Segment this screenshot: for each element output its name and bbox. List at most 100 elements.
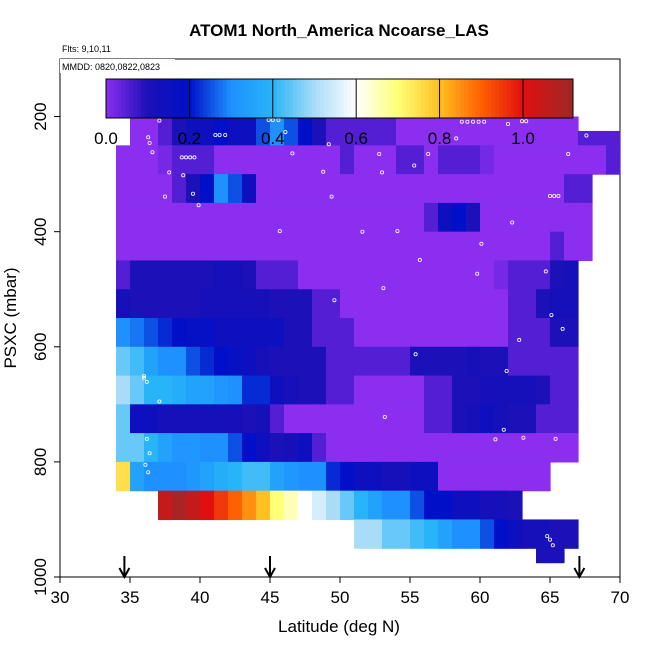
heatmap-cell	[438, 404, 453, 434]
heatmap-cell	[536, 116, 551, 146]
colorbar-segment	[273, 79, 278, 118]
heatmap-cell	[116, 461, 131, 492]
heatmap-cell	[382, 289, 397, 319]
heatmap-cell	[340, 145, 355, 175]
sample-point	[520, 119, 525, 124]
sample-point	[510, 220, 515, 225]
y-axis-label: PSXC (mbar)	[1, 267, 20, 368]
heatmap-cell	[312, 404, 327, 434]
colorbar-segment	[362, 79, 368, 118]
heatmap-cell	[550, 174, 565, 204]
colorbar-segment	[246, 79, 251, 118]
heatmap-cell	[158, 145, 173, 175]
y-tick-label: 200	[31, 102, 50, 130]
heatmap-cell	[550, 202, 565, 233]
heatmap-cell	[172, 231, 187, 262]
heatmap-cell	[242, 404, 257, 434]
colorbar-segment	[320, 79, 325, 118]
heatmap-cell	[256, 202, 271, 233]
sample-point	[144, 436, 149, 441]
heatmap-cell	[564, 260, 579, 290]
colorbar-segment	[203, 79, 208, 118]
colorbar-segment	[518, 79, 523, 118]
heatmap-cell	[256, 461, 271, 492]
sample-point	[601, 124, 606, 129]
heatmap-cell	[144, 202, 159, 233]
heatmap-cell	[368, 375, 383, 405]
colorbar-segment	[137, 79, 142, 118]
x-axis-label: Latitude (deg N)	[278, 617, 400, 636]
heatmap-cell	[116, 375, 131, 405]
heatmap-cell	[326, 202, 341, 233]
heatmap-cell	[270, 231, 285, 262]
heatmap-cell	[326, 461, 341, 492]
colorbar-segment	[526, 79, 531, 118]
heatmap-cell	[480, 375, 495, 405]
heatmap-cell	[340, 289, 355, 319]
heatmap-cell	[578, 145, 593, 175]
heatmap-cell	[396, 490, 411, 521]
heatmap-cell	[312, 433, 327, 463]
heatmap-cell	[130, 231, 145, 262]
heatmap-cell	[550, 116, 565, 146]
heatmap-cell	[480, 260, 495, 290]
heatmap-cell	[256, 404, 271, 434]
heatmap-cell	[382, 461, 397, 492]
heatmap-cell	[410, 519, 425, 549]
heatmap-cell	[536, 433, 551, 463]
colorbar-segment	[514, 79, 520, 118]
heatmap-cell	[396, 404, 411, 434]
colorbar-frame	[105, 78, 574, 119]
sample-point	[552, 193, 557, 198]
heatmap-cell	[116, 260, 131, 290]
colorbar-segment	[331, 79, 337, 118]
colorbar-segment	[191, 79, 197, 118]
heatmap-cell	[536, 346, 551, 377]
heatmap-cell	[270, 490, 285, 521]
colorbar-segment	[308, 79, 313, 118]
heatmap-cell	[522, 318, 537, 348]
heatmap-cell	[158, 461, 173, 492]
colorbar-segment	[160, 79, 165, 118]
heatmap-cell	[368, 519, 383, 549]
heatmap-cell	[396, 202, 411, 233]
sample-point	[146, 135, 151, 140]
heatmap-cell	[214, 318, 229, 348]
x-tick-label: 50	[331, 588, 350, 607]
heatmap-cell	[284, 404, 299, 434]
heatmap-cell	[144, 289, 159, 319]
heatmap-cell	[578, 130, 593, 146]
heatmap-cell	[298, 318, 313, 348]
heatmap-cell	[172, 404, 187, 434]
colorbar-segment	[483, 79, 488, 118]
sample-point	[454, 136, 459, 141]
heatmap-cell	[564, 145, 579, 175]
colorbar-segment	[413, 79, 418, 118]
heatmap-cell	[116, 231, 131, 262]
colorbar-segment	[534, 79, 539, 118]
heatmap-cell	[480, 490, 495, 521]
heatmap-cell	[256, 375, 271, 405]
mmdd-annotation-background	[60, 59, 175, 73]
heatmap-cell	[270, 202, 285, 233]
heatmap-cell	[312, 145, 327, 175]
heatmap-cell	[396, 174, 411, 204]
sample-point	[329, 194, 334, 199]
heatmap-cell	[382, 231, 397, 262]
sample-point	[521, 435, 526, 440]
x-axis: 30 35 40 45 50 55 60 65 70	[51, 577, 629, 607]
heatmap-cell	[228, 202, 243, 233]
colorbar-segment	[541, 79, 547, 118]
colorbar-segment	[393, 79, 399, 118]
heatmap-cell	[466, 519, 481, 549]
heatmap-cell	[116, 174, 131, 204]
heatmap-cell	[494, 260, 509, 290]
heatmap-cell	[172, 260, 187, 290]
colorbar-segment	[129, 79, 134, 118]
heatmap-cell	[354, 202, 369, 233]
colorbar-segment	[429, 79, 434, 118]
heatmap-cell	[340, 174, 355, 204]
heatmap-cell	[452, 490, 467, 521]
y-tick-label: 400	[31, 217, 50, 245]
x-tick-label: 55	[401, 588, 420, 607]
